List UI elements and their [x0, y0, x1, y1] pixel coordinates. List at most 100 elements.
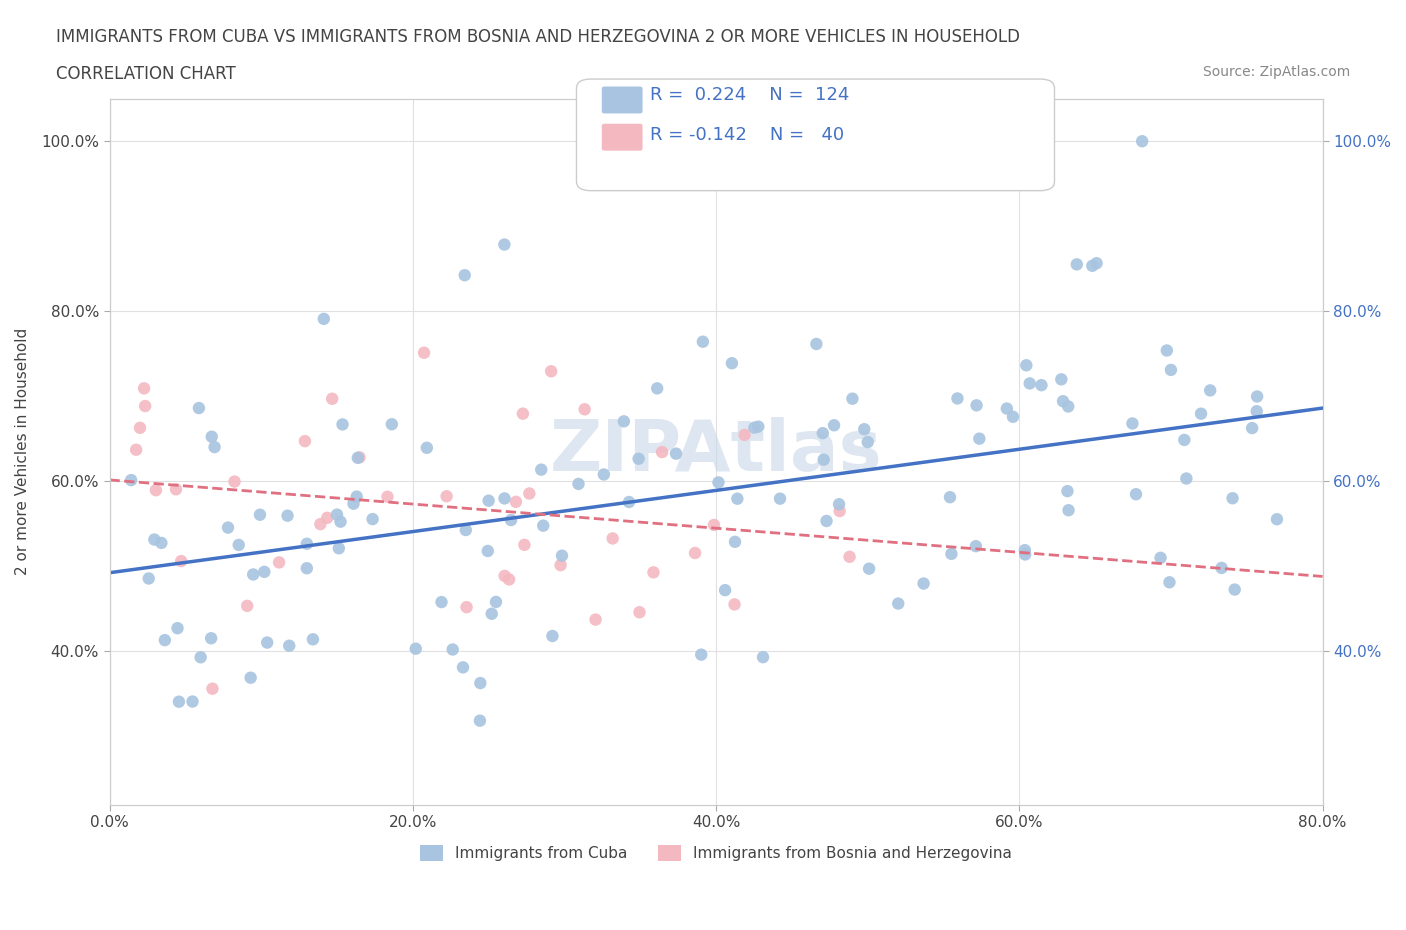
Point: [224, 474, 246, 489]
Point: [361, 512, 384, 526]
Point: [328, 541, 350, 556]
Point: [150, 536, 173, 551]
Point: [714, 583, 737, 598]
Point: [1015, 358, 1038, 373]
Point: [574, 402, 596, 417]
Point: [651, 445, 673, 459]
Point: [617, 495, 640, 510]
Point: [416, 441, 439, 456]
Point: [129, 420, 152, 435]
Point: [1052, 393, 1074, 408]
Point: [309, 517, 332, 532]
Point: [628, 604, 651, 619]
Point: [342, 497, 364, 512]
Point: [995, 401, 1018, 416]
Text: R =  0.224    N =  124: R = 0.224 N = 124: [650, 86, 849, 104]
Point: [166, 620, 188, 635]
Point: [1246, 389, 1268, 404]
Point: [513, 538, 536, 552]
Point: [723, 597, 745, 612]
Point: [454, 523, 477, 538]
Point: [887, 596, 910, 611]
Legend: Immigrants from Cuba, Immigrants from Bosnia and Herzegovina: Immigrants from Cuba, Immigrants from Bo…: [413, 839, 1018, 868]
Point: [1014, 547, 1036, 562]
Point: [381, 417, 404, 432]
Point: [256, 635, 278, 650]
Point: [1121, 416, 1143, 431]
Point: [1018, 376, 1040, 391]
Point: [377, 489, 399, 504]
Point: [828, 504, 851, 519]
Point: [1057, 399, 1080, 414]
Point: [1211, 561, 1233, 576]
Point: [494, 491, 516, 506]
Point: [541, 629, 564, 644]
Point: [120, 472, 142, 487]
Point: [468, 713, 491, 728]
Point: [346, 489, 368, 504]
Text: ZIPAtlas: ZIPAtlas: [550, 418, 883, 486]
Point: [132, 381, 155, 396]
Point: [499, 512, 522, 527]
Point: [316, 511, 339, 525]
Point: [813, 452, 835, 467]
Point: [752, 650, 775, 665]
Point: [201, 430, 224, 445]
Point: [1156, 343, 1178, 358]
Point: [683, 546, 706, 561]
Point: [806, 337, 828, 352]
Point: [1001, 409, 1024, 424]
Point: [441, 642, 464, 657]
Point: [145, 483, 167, 498]
Point: [321, 392, 343, 406]
Point: [329, 514, 352, 529]
Point: [703, 517, 725, 532]
Point: [436, 489, 458, 504]
Point: [838, 550, 860, 565]
Text: R = -0.142    N =   40: R = -0.142 N = 40: [650, 126, 844, 144]
Point: [567, 476, 589, 491]
Point: [478, 493, 501, 508]
Point: [253, 565, 276, 579]
Point: [236, 598, 259, 613]
Point: [190, 650, 212, 665]
Point: [1031, 378, 1053, 392]
Point: [312, 312, 335, 326]
Point: [517, 486, 540, 501]
Point: [692, 334, 714, 349]
Point: [302, 631, 325, 646]
Point: [724, 535, 747, 550]
Point: [858, 561, 880, 576]
Point: [856, 434, 879, 449]
Point: [134, 399, 156, 414]
Point: [969, 432, 991, 446]
Point: [481, 606, 503, 621]
Point: [939, 490, 962, 505]
Point: [828, 497, 851, 512]
Point: [200, 631, 222, 645]
Point: [470, 675, 492, 690]
Point: [585, 612, 607, 627]
Point: [228, 538, 250, 552]
Point: [249, 507, 271, 522]
Point: [1057, 503, 1080, 518]
Point: [295, 561, 318, 576]
Point: [1246, 404, 1268, 418]
Point: [326, 507, 349, 522]
Text: IMMIGRANTS FROM CUBA VS IMMIGRANTS FROM BOSNIA AND HERZEGOVINA 2 OR MORE VEHICLE: IMMIGRANTS FROM CUBA VS IMMIGRANTS FROM …: [56, 28, 1021, 46]
Point: [413, 345, 436, 360]
Point: [494, 237, 516, 252]
Point: [1050, 372, 1073, 387]
Text: Source: ZipAtlas.com: Source: ZipAtlas.com: [1202, 65, 1350, 79]
Point: [165, 482, 187, 497]
Point: [294, 433, 316, 448]
Point: [125, 443, 148, 458]
Point: [239, 671, 262, 685]
Point: [1173, 432, 1195, 447]
Point: [1223, 582, 1246, 597]
Point: [269, 555, 291, 570]
Point: [456, 600, 478, 615]
Point: [602, 531, 624, 546]
Point: [690, 647, 713, 662]
Point: [454, 268, 477, 283]
